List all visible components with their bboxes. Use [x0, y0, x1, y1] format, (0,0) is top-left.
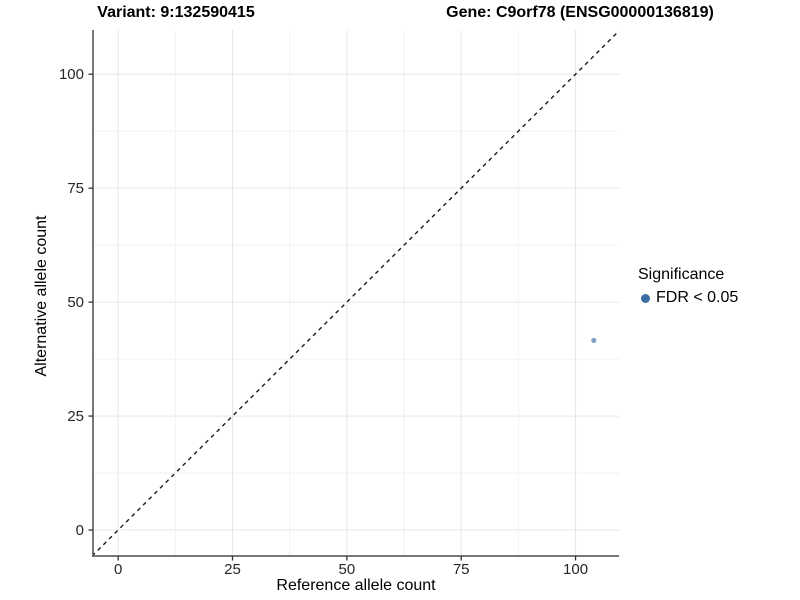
x-axis-title: Reference allele count [276, 577, 436, 594]
y-tick-label: 25 [67, 408, 84, 425]
legend-point-swatch [641, 293, 650, 303]
data-point [591, 337, 597, 344]
x-tick-label: 50 [339, 561, 356, 578]
x-tick-label: 0 [114, 561, 122, 578]
grid-minor [93, 30, 619, 556]
x-tick-label: 100 [563, 561, 588, 578]
plot-title-variant: Variant: 9:132590415 [97, 4, 255, 21]
x-tick-label: 75 [453, 561, 470, 578]
y-axis-title: Alternative allele count [33, 215, 50, 377]
plot-title-gene: Gene: C9orf78 (ENSG00000136819) [446, 4, 714, 21]
grid-major [93, 30, 619, 556]
x-tick-label: 25 [224, 561, 241, 578]
legend-title: Significance [638, 266, 725, 283]
y-tick-label: 100 [59, 66, 84, 83]
y-tick-label: 75 [67, 180, 84, 197]
identity-line [93, 30, 619, 556]
legend: Significance FDR < 0.05 [638, 266, 738, 307]
legend-item: FDR < 0.05 [638, 289, 738, 307]
y-tick-label: 50 [67, 294, 84, 311]
legend-item-label: FDR < 0.05 [656, 289, 739, 306]
y-tick-label: 0 [76, 522, 84, 539]
